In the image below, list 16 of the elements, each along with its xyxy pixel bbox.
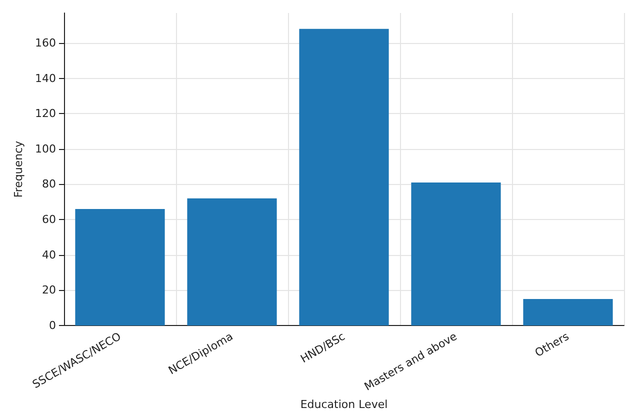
y-tick-label: 20 xyxy=(42,284,56,297)
y-tick-label: 160 xyxy=(35,36,56,50)
bar xyxy=(187,198,277,326)
x-axis-title: Education Level xyxy=(300,398,388,411)
y-tick-label: 60 xyxy=(42,213,56,226)
y-tick-label: 120 xyxy=(35,107,56,120)
y-tick-label: 100 xyxy=(35,142,56,156)
bar xyxy=(75,208,165,326)
y-axis-title: Frequency xyxy=(12,140,25,198)
bar xyxy=(411,182,501,326)
bar xyxy=(523,299,613,326)
y-tick-label: 0 xyxy=(49,318,56,332)
y-tick-label: 40 xyxy=(42,248,56,262)
y-tick-label: 140 xyxy=(35,72,56,85)
bar xyxy=(299,28,389,326)
y-tick-label: 80 xyxy=(42,178,56,191)
